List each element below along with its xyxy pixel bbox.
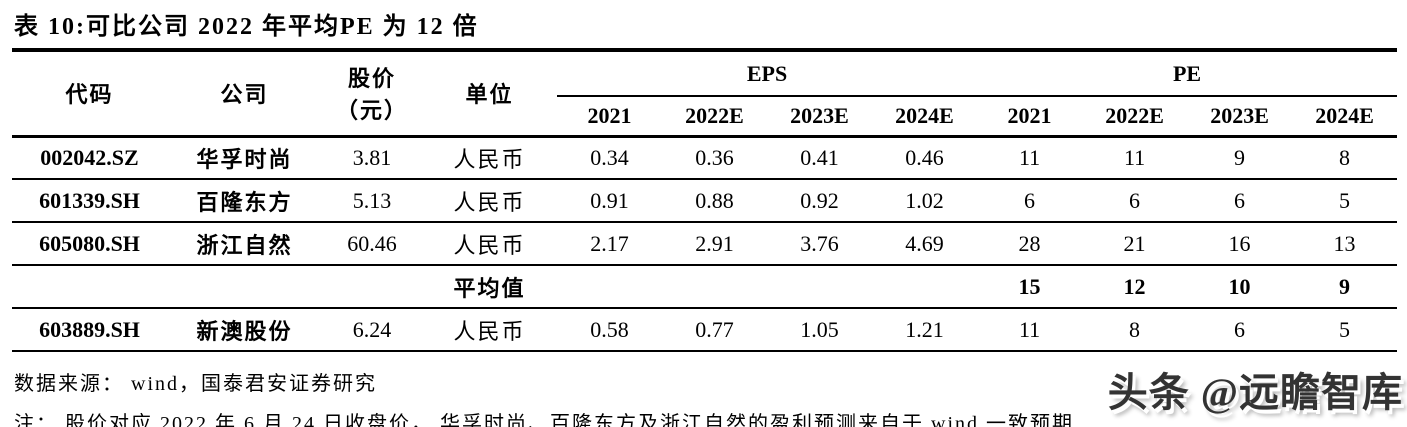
code-cell: 002042.SZ bbox=[40, 144, 139, 170]
price-cell: 60.46 bbox=[347, 230, 397, 256]
group-header-eps: EPS bbox=[557, 52, 978, 97]
empty-cell bbox=[322, 265, 422, 308]
pe-cell: 21 bbox=[1123, 230, 1146, 256]
header-row-years: 2021 2022E 2023E 2024E 2021 2022E 2023E … bbox=[12, 96, 1397, 136]
header-row-groups: 代码 公司 股价 （元） 单位 EPS PE bbox=[12, 52, 1398, 123]
unit-cell: 人民币 bbox=[453, 189, 526, 215]
table-title: 表 10:可比公司 2022 年平均PE 为 12 倍 bbox=[12, 4, 1397, 52]
eps-cell: 0.91 bbox=[590, 187, 629, 213]
table-row: 603889.SH 新澳股份 6.24 人民币 0.58 0.77 1.05 1… bbox=[12, 308, 1398, 351]
pe-cell: 11 bbox=[1123, 144, 1146, 170]
table-row: 002042.SZ 华孚时尚 3.81 人民币 0.34 0.36 0.41 0… bbox=[12, 136, 1398, 179]
pe-year-2021: 2021 bbox=[1007, 102, 1052, 128]
col-header-price: 股价 （元） bbox=[322, 52, 422, 136]
table-header: 代码 公司 股价 （元） 单位 EPS PE 2021 2022E 2023E … bbox=[12, 52, 1398, 136]
avg-pe-cell: 9 bbox=[1339, 273, 1351, 299]
pe-cell: 11 bbox=[1018, 144, 1041, 170]
company-cell: 浙江自然 bbox=[196, 232, 293, 258]
company-cell: 华孚时尚 bbox=[196, 146, 293, 172]
avg-pe-cell: 10 bbox=[1228, 273, 1251, 299]
col-header-company: 公司 bbox=[220, 82, 269, 108]
unit-cell: 人民币 bbox=[453, 232, 526, 258]
code-cell: 603889.SH bbox=[39, 316, 140, 342]
pe-cell: 5 bbox=[1339, 316, 1351, 342]
empty-cell bbox=[12, 265, 167, 308]
table-row: 605080.SH 浙江自然 60.46 人民币 2.17 2.91 3.76 … bbox=[12, 222, 1398, 265]
pe-cell: 8 bbox=[1339, 144, 1351, 170]
price-header-line1: 股价 bbox=[347, 66, 396, 92]
eps-cell: 0.46 bbox=[905, 144, 944, 170]
pe-year-2022e: 2022E bbox=[1105, 102, 1164, 128]
eps-cell: 3.76 bbox=[800, 230, 839, 256]
pe-cell: 9 bbox=[1234, 144, 1246, 170]
eps-cell: 1.02 bbox=[905, 187, 944, 213]
watermark-toutiao-yuanzhan: 头条 @远瞻智库 bbox=[1107, 370, 1403, 415]
pe-cell: 16 bbox=[1228, 230, 1251, 256]
company-cell: 新澳股份 bbox=[196, 318, 293, 344]
code-cell: 605080.SH bbox=[39, 230, 140, 256]
eps-cell: 1.05 bbox=[800, 316, 839, 342]
pe-year-2023e: 2023E bbox=[1210, 102, 1269, 128]
eps-cell: 1.21 bbox=[905, 316, 944, 342]
eps-cell: 0.36 bbox=[695, 144, 734, 170]
data-source-note: 数据来源： wind，国泰君安证券研究 bbox=[14, 373, 377, 395]
pe-cell: 6 bbox=[1024, 187, 1036, 213]
pe-cell: 8 bbox=[1129, 316, 1141, 342]
avg-pe-cell: 12 bbox=[1123, 273, 1146, 299]
code-cell: 601339.SH bbox=[39, 187, 140, 213]
price-cell: 6.24 bbox=[352, 316, 392, 342]
eps-cell: 2.17 bbox=[590, 230, 629, 256]
price-header-line2: （元） bbox=[335, 98, 408, 124]
unit-cell: 人民币 bbox=[453, 318, 526, 344]
eps-year-2023e: 2023E bbox=[790, 102, 849, 128]
price-cell: 3.81 bbox=[352, 144, 392, 170]
col-header-code: 代码 bbox=[65, 82, 114, 108]
eps-cell: 4.69 bbox=[905, 230, 944, 256]
pe-cell: 13 bbox=[1333, 230, 1356, 256]
pe-cell: 6 bbox=[1234, 316, 1246, 342]
comparable-companies-table: 代码 公司 股价 （元） 单位 EPS PE 2021 2022E 2023E … bbox=[12, 52, 1398, 352]
company-cell: 百隆东方 bbox=[196, 189, 293, 215]
pe-cell: 6 bbox=[1129, 187, 1141, 213]
pe-cell: 28 bbox=[1018, 230, 1041, 256]
eps-cell: 0.41 bbox=[800, 144, 839, 170]
empty-cell bbox=[872, 265, 977, 308]
eps-cell: 2.91 bbox=[695, 230, 734, 256]
average-row: 平均值 15 12 10 9 bbox=[12, 265, 1398, 308]
pe-cell: 6 bbox=[1234, 187, 1246, 213]
col-header-unit: 单位 bbox=[465, 82, 514, 108]
group-header-pe: PE bbox=[977, 52, 1398, 97]
empty-cell bbox=[557, 265, 662, 308]
eps-cell: 0.58 bbox=[590, 316, 629, 342]
eps-year-2024e: 2024E bbox=[895, 102, 954, 128]
empty-cell bbox=[662, 265, 767, 308]
pe-year-2024e: 2024E bbox=[1315, 102, 1374, 128]
footnote: 注： 股价对应 2022 年 6 月 24 日收盘价， 华孚时尚、百隆东方及浙江… bbox=[14, 413, 1074, 427]
avg-pe-cell: 15 bbox=[1018, 273, 1041, 299]
unit-cell: 人民币 bbox=[453, 146, 526, 172]
empty-cell bbox=[767, 265, 872, 308]
pe-cell: 5 bbox=[1339, 187, 1351, 213]
price-cell: 5.13 bbox=[352, 187, 392, 213]
table-row: 601339.SH 百隆东方 5.13 人民币 0.91 0.88 0.92 1… bbox=[12, 179, 1398, 222]
eps-cell: 0.34 bbox=[590, 144, 629, 170]
empty-cell bbox=[167, 265, 322, 308]
eps-year-2022e: 2022E bbox=[685, 102, 744, 128]
eps-cell: 0.88 bbox=[695, 187, 734, 213]
pe-cell: 11 bbox=[1018, 316, 1041, 342]
eps-cell: 0.92 bbox=[800, 187, 839, 213]
average-label-cell: 平均值 bbox=[453, 275, 526, 301]
eps-cell: 0.77 bbox=[695, 316, 734, 342]
eps-year-2021: 2021 bbox=[587, 102, 632, 128]
